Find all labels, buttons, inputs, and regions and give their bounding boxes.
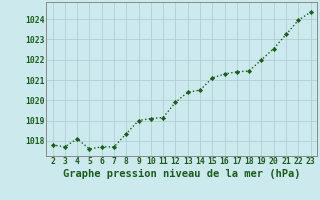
X-axis label: Graphe pression niveau de la mer (hPa): Graphe pression niveau de la mer (hPa) [63,169,300,179]
